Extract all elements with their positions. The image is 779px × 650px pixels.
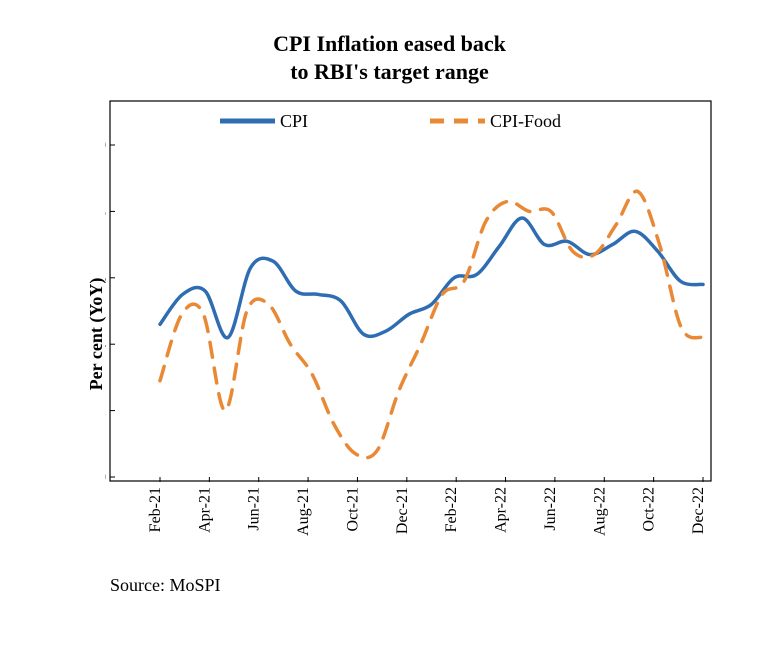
svg-text:Dec-22: Dec-22 xyxy=(690,487,707,534)
svg-text:Jun-22: Jun-22 xyxy=(542,487,559,531)
svg-text:Oct-21: Oct-21 xyxy=(344,487,361,531)
chart-title: CPI Inflation eased back to RBI's target… xyxy=(0,30,779,85)
svg-text:CPI-Food: CPI-Food xyxy=(490,111,561,131)
svg-text:Oct-22: Oct-22 xyxy=(641,487,658,531)
svg-text:Feb-22: Feb-22 xyxy=(443,487,460,532)
svg-text:2: 2 xyxy=(105,403,106,420)
svg-text:Aug-21: Aug-21 xyxy=(295,487,312,536)
svg-text:Apr-21: Apr-21 xyxy=(196,487,213,533)
title-line-1: CPI Inflation eased back xyxy=(273,31,506,56)
svg-text:8: 8 xyxy=(105,203,106,220)
svg-text:Jun-21: Jun-21 xyxy=(246,487,263,531)
svg-text:10: 10 xyxy=(105,137,106,154)
source-label: Source: MoSPI xyxy=(110,575,779,596)
svg-text:Feb-21: Feb-21 xyxy=(147,487,164,532)
title-line-2: to RBI's target range xyxy=(290,59,489,84)
svg-text:Aug-22: Aug-22 xyxy=(591,487,608,536)
chart-figure: CPI Inflation eased back to RBI's target… xyxy=(0,0,779,650)
svg-text:CPI: CPI xyxy=(280,111,308,131)
svg-text:Apr-22: Apr-22 xyxy=(493,487,510,533)
chart-svg: CPICPI-Food0246810Feb-21Apr-21Jun-21Aug-… xyxy=(105,99,715,569)
svg-text:Dec-21: Dec-21 xyxy=(394,487,411,534)
chart-plot-area: Per cent (YoY) CPICPI-Food0246810Feb-21A… xyxy=(105,99,715,569)
svg-text:0: 0 xyxy=(105,469,106,486)
y-axis-label: Per cent (YoY) xyxy=(86,278,107,391)
